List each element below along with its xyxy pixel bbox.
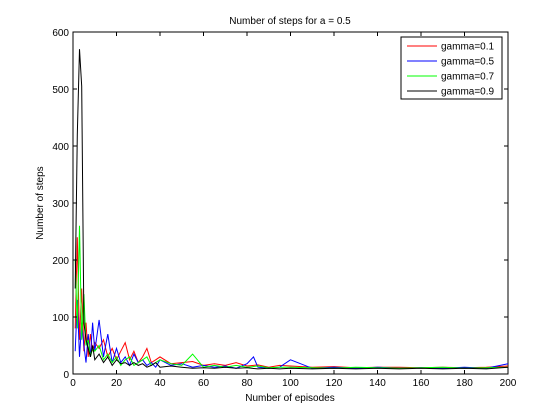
x-tick-label: 40 (154, 378, 166, 389)
y-tick-label: 500 (52, 85, 69, 96)
y-tick-label: 200 (52, 256, 69, 267)
legend-label: gamma=0.7 (441, 72, 495, 83)
series-line-gamma-0-1 (74, 237, 509, 369)
legend-entry: gamma=0.1 (407, 42, 495, 53)
x-axis-ticks: 0 20 40 60 80 100 120 140 160 180 200 (70, 32, 517, 389)
legend: gamma=0.1 gamma=0.5 gamma=0.7 gamma=0.9 (400, 36, 503, 100)
x-tick-label: 140 (369, 378, 386, 389)
legend-label: gamma=0.5 (441, 57, 495, 68)
legend-entry: gamma=0.7 (407, 72, 495, 83)
x-tick-label: 120 (326, 378, 343, 389)
y-tick-label: 100 (52, 313, 69, 324)
y-tick-label: 600 (52, 28, 69, 39)
legend-entry: gamma=0.5 (407, 57, 495, 68)
x-tick-label: 60 (198, 378, 210, 389)
x-tick-label: 160 (413, 378, 430, 389)
y-axis-label: Number of steps (35, 166, 46, 239)
x-axis-label: Number of episodes (245, 393, 335, 404)
x-tick-label: 20 (111, 378, 123, 389)
y-tick-label: 300 (52, 199, 69, 210)
x-tick-label: 0 (70, 378, 76, 389)
x-tick-label: 200 (500, 378, 517, 389)
x-tick-label: 180 (456, 378, 473, 389)
legend-entry: gamma=0.9 (407, 87, 495, 98)
x-tick-label: 100 (282, 378, 299, 389)
y-tick-label: 400 (52, 142, 69, 153)
series-line-gamma-0-5 (74, 299, 509, 369)
series-line-gamma-0-9 (74, 49, 509, 370)
series-group (74, 49, 509, 370)
legend-label: gamma=0.9 (441, 87, 495, 98)
legend-label: gamma=0.1 (441, 42, 495, 53)
chart-title: Number of steps for a = 0.5 (229, 16, 351, 27)
legend-box (400, 36, 503, 100)
x-tick-label: 80 (241, 378, 253, 389)
y-tick-label: 0 (63, 370, 69, 381)
y-axis-ticks: 0 100 200 300 400 500 600 (52, 28, 508, 381)
